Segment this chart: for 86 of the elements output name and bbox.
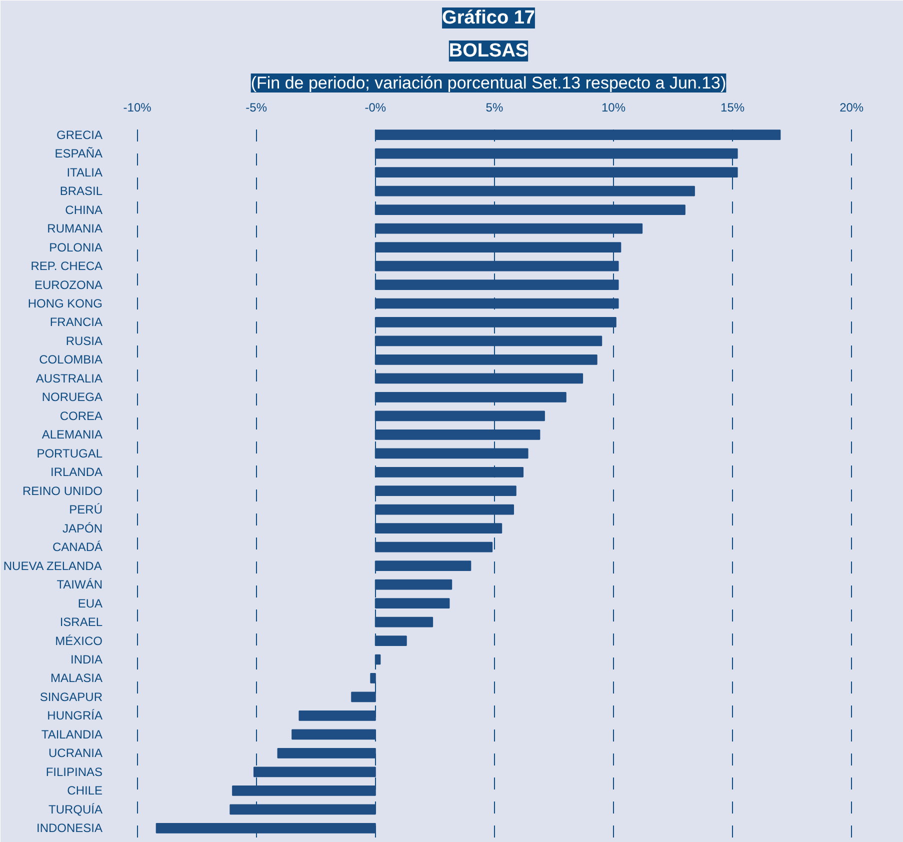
y-tick-label: POLONIA (49, 240, 103, 254)
bar (370, 673, 376, 684)
x-tick-label: 5% (486, 100, 504, 114)
y-tick-label: ISRAEL (60, 615, 103, 630)
y-tick-label: TAILANDIA (41, 727, 102, 742)
bar (374, 204, 686, 215)
y-tick-label: RUSIA (66, 334, 103, 348)
y-tick-label: COREA (60, 408, 103, 423)
bar (374, 410, 545, 422)
bar (374, 186, 695, 196)
text: (Fin de periodo; variación porcentual Set.13 respecto a Jun.13) (250, 74, 726, 92)
bar (374, 242, 622, 252)
bar (374, 317, 616, 328)
y-tick-label: REP. CHECA (30, 259, 103, 274)
bar (253, 766, 376, 778)
bar (374, 486, 516, 496)
y-tick-label: EUROZONA (34, 278, 103, 292)
y-tick-label: IRLANDA (50, 465, 102, 480)
y-tick-label: CHILE (67, 784, 102, 798)
y-tick-label: AUSTRALIA (36, 371, 102, 386)
y-tick-label: REINO UNIDO (22, 484, 103, 498)
bar (374, 579, 452, 590)
bar (374, 167, 738, 178)
chart-subtitle: BOLSAS (448, 40, 528, 62)
bar (374, 336, 602, 346)
x-tick-label: -10% (123, 100, 152, 114)
x-tick-label: 10% (601, 100, 626, 114)
bar (374, 260, 619, 272)
y-tick-label: JAPÓN (62, 521, 103, 536)
bar (374, 448, 528, 459)
bar (374, 223, 643, 234)
y-tick-label: SINGAPUR (40, 690, 103, 704)
y-tick-label: BRASIL (60, 184, 103, 198)
bar (374, 504, 514, 515)
bar (374, 616, 434, 628)
x-tick-label: -5% (246, 100, 268, 114)
y-tick-label: FRANCIA (50, 315, 102, 330)
bar (374, 598, 450, 608)
bar (292, 729, 376, 740)
y-tick-label: NORUEGA (42, 390, 103, 404)
y-tick-label: GRECIA (56, 128, 103, 142)
y-tick-label: PORTUGAL (36, 446, 103, 460)
bar (374, 542, 493, 552)
bar (374, 354, 598, 365)
y-tick-label: MALASIA (50, 671, 103, 686)
bar (374, 148, 738, 159)
bar (232, 785, 376, 796)
bar (351, 692, 376, 702)
bar (374, 560, 472, 571)
y-tick-label: CHINA (65, 202, 103, 217)
y-tick-label: MÉXICO (55, 634, 103, 648)
bar (374, 298, 619, 309)
bar (156, 822, 376, 834)
bar (374, 373, 584, 384)
y-tick-label: INDIA (70, 652, 103, 666)
y-tick-label: UCRANIA (48, 746, 103, 760)
bar (277, 748, 376, 758)
y-tick-label: INDONESIA (36, 821, 103, 836)
bar (374, 280, 619, 290)
y-tick-label: ALEMANIA (42, 428, 102, 442)
y-tick-label: FILIPINAS (46, 764, 103, 779)
y-tick-label: EUA (78, 596, 103, 610)
bar (230, 804, 376, 815)
x-tick-label: 20% (840, 100, 864, 114)
y-tick-label: HUNGRÍA (47, 708, 103, 723)
y-tick-label: ESPAÑA (54, 146, 102, 161)
y-tick-label: PERÚ (69, 502, 103, 517)
y-tick-label: NUEVA ZELANDA (3, 558, 102, 573)
y-tick-label: COLOMBIA (39, 352, 103, 367)
y-tick-label: ITALIA (66, 165, 103, 180)
chart-title: Gráfico 17 (442, 8, 535, 28)
y-tick-label: CANADÁ (52, 540, 103, 554)
bar (374, 392, 566, 402)
bar (374, 654, 381, 665)
y-tick-label: TURQUÍA (48, 802, 102, 816)
y-tick-label: TAIWÁN (56, 578, 103, 592)
y-tick-label: HONG KONG (28, 296, 102, 310)
bar (374, 466, 524, 478)
bar (374, 429, 540, 440)
bar (374, 636, 407, 646)
bar (374, 130, 781, 140)
y-tick-label: RUMANIA (47, 222, 103, 236)
bar (298, 710, 376, 721)
x-tick-label: -0% (364, 100, 386, 114)
bar (374, 523, 502, 534)
x-tick-label: 15% (720, 100, 745, 114)
